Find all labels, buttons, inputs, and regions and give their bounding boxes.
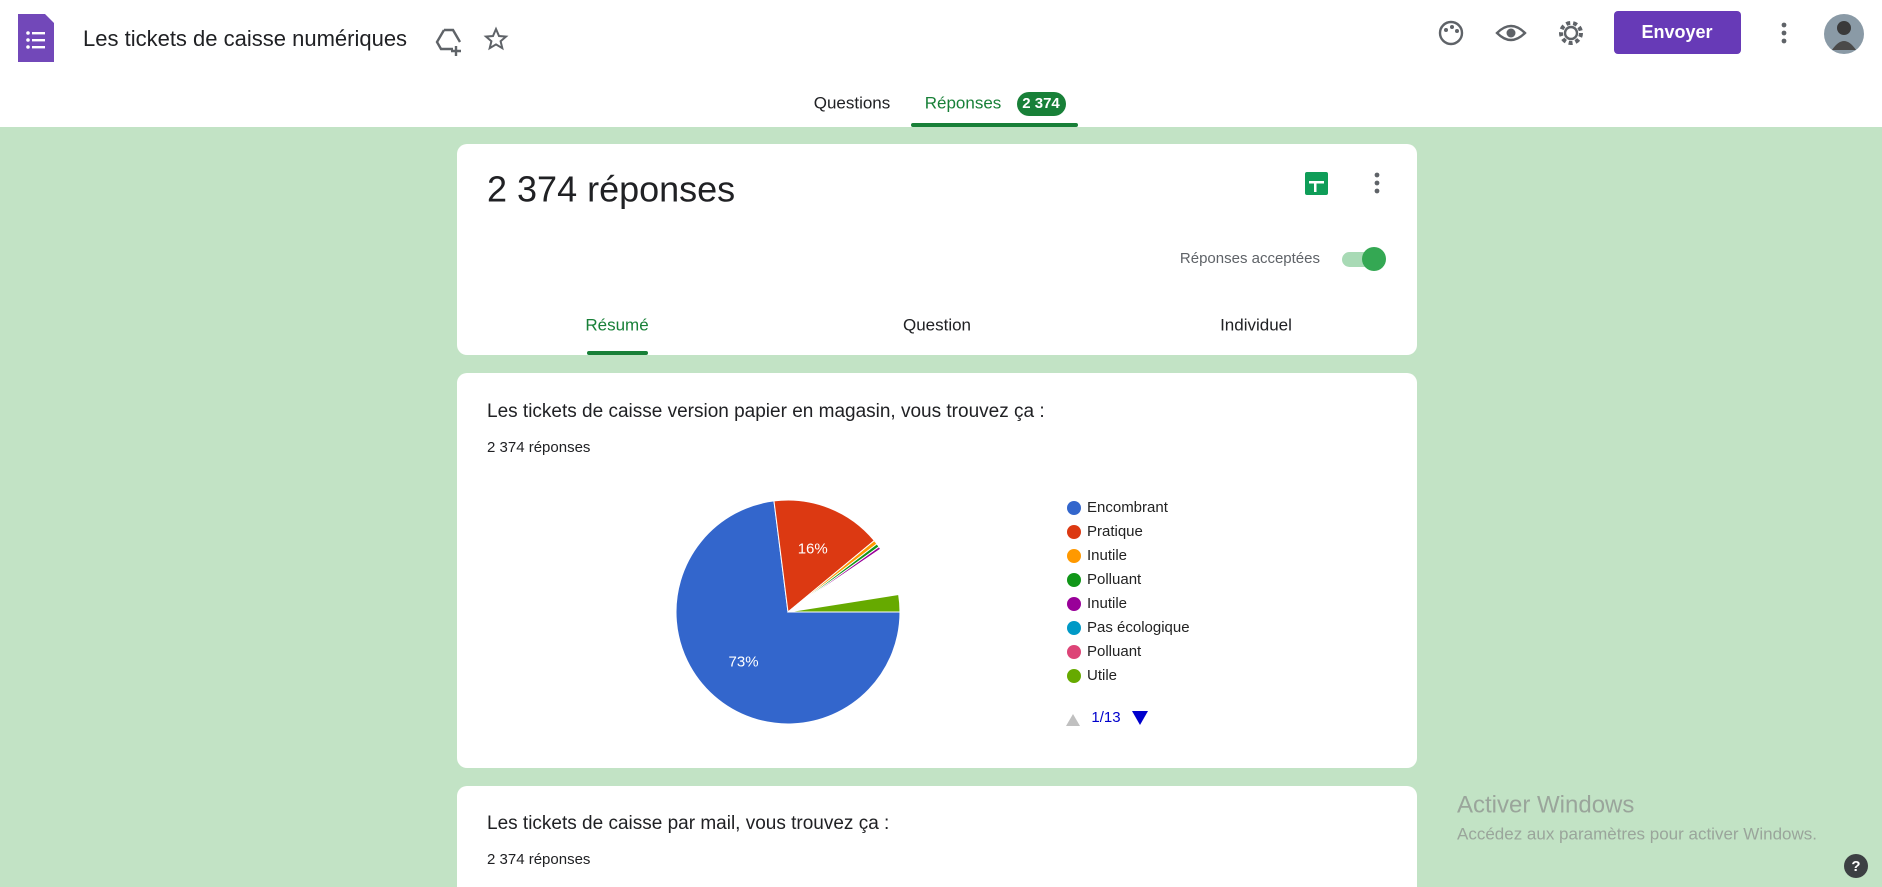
avatar[interactable] [1824, 14, 1864, 54]
slice-label: 73% [729, 653, 759, 670]
subtab-indicator [587, 351, 648, 355]
question-title: Les tickets de caisse version papier en … [487, 401, 1045, 422]
header-bar [0, 0, 1882, 127]
legend-swatch [1067, 573, 1081, 587]
slice-label: 16% [798, 540, 828, 557]
watermark-subtitle: Accédez aux paramètres pour activer Wind… [1457, 824, 1817, 843]
card-more-icon[interactable] [1374, 172, 1380, 194]
summary-card [457, 144, 1417, 355]
send-button-label[interactable]: Envoyer [1641, 22, 1712, 42]
accepting-label: Réponses acceptées [1180, 250, 1320, 267]
question-card [457, 786, 1417, 887]
more-icon[interactable] [1781, 22, 1787, 44]
response-count: 2 374 réponses [487, 439, 590, 456]
send-button[interactable] [1614, 11, 1741, 54]
legend-swatch [1067, 501, 1081, 515]
legend-label: Encombrant [1087, 499, 1169, 516]
legend-swatch [1067, 525, 1081, 539]
doc-title: Les tickets de caisse numériques [83, 26, 407, 51]
svg-text:?: ? [1851, 858, 1860, 875]
pie-slice [787, 593, 901, 613]
questions-tab[interactable]: Questions [814, 93, 891, 112]
help-icon[interactable]: ? [1844, 854, 1868, 878]
toggle-knob[interactable] [1362, 247, 1386, 271]
legend: Encombrant Pratique Inutile Polluant Inutile… [1067, 499, 1190, 684]
legend-label: Pratique [1087, 523, 1143, 540]
responses-badge [1017, 92, 1066, 116]
subtab[interactable]: Question [903, 315, 971, 334]
forms-icon [18, 14, 54, 62]
legend-prev[interactable] [1066, 714, 1080, 726]
sheets-icon[interactable] [1305, 172, 1328, 195]
legend-swatch [1067, 621, 1081, 635]
preview-icon[interactable] [1495, 24, 1527, 42]
legend-label: Polluant [1087, 643, 1142, 660]
legend-swatch [1067, 669, 1081, 683]
palette-icon[interactable] [1438, 20, 1464, 46]
legend-label: Pas écologique [1087, 619, 1190, 636]
legend-swatch [1067, 597, 1081, 611]
legend-label: Inutile [1087, 595, 1127, 612]
star-icon[interactable] [483, 26, 509, 51]
question-title: Les tickets de caisse par mail, vous tro… [487, 813, 889, 834]
pie-chart: 73% 16% [675, 499, 901, 725]
pie-slice [787, 548, 883, 613]
watermark-title: Activer Windows [1457, 791, 1634, 818]
tab-indicator [911, 123, 1078, 127]
legend-swatch [1067, 549, 1081, 563]
summary-title: 2 374 réponses [487, 169, 735, 210]
response-count: 2 374 réponses [487, 851, 590, 868]
subtab[interactable]: Individuel [1220, 315, 1292, 334]
legend-page: 1/13 [1091, 709, 1120, 726]
legend-label: Utile [1087, 667, 1117, 684]
legend-label: Inutile [1087, 547, 1127, 564]
legend-swatch [1067, 645, 1081, 659]
subtab[interactable]: Résumé [585, 315, 648, 334]
question-card [457, 373, 1417, 768]
pie-slice [773, 499, 876, 613]
legend-next[interactable] [1132, 711, 1148, 725]
legend-label: Polluant [1087, 571, 1142, 588]
responses-badge-count: 2 374 [1022, 95, 1060, 112]
responses-tab[interactable]: Réponses [925, 93, 1002, 112]
settings-icon[interactable] [1559, 21, 1583, 45]
drive-icon[interactable] [435, 28, 462, 56]
